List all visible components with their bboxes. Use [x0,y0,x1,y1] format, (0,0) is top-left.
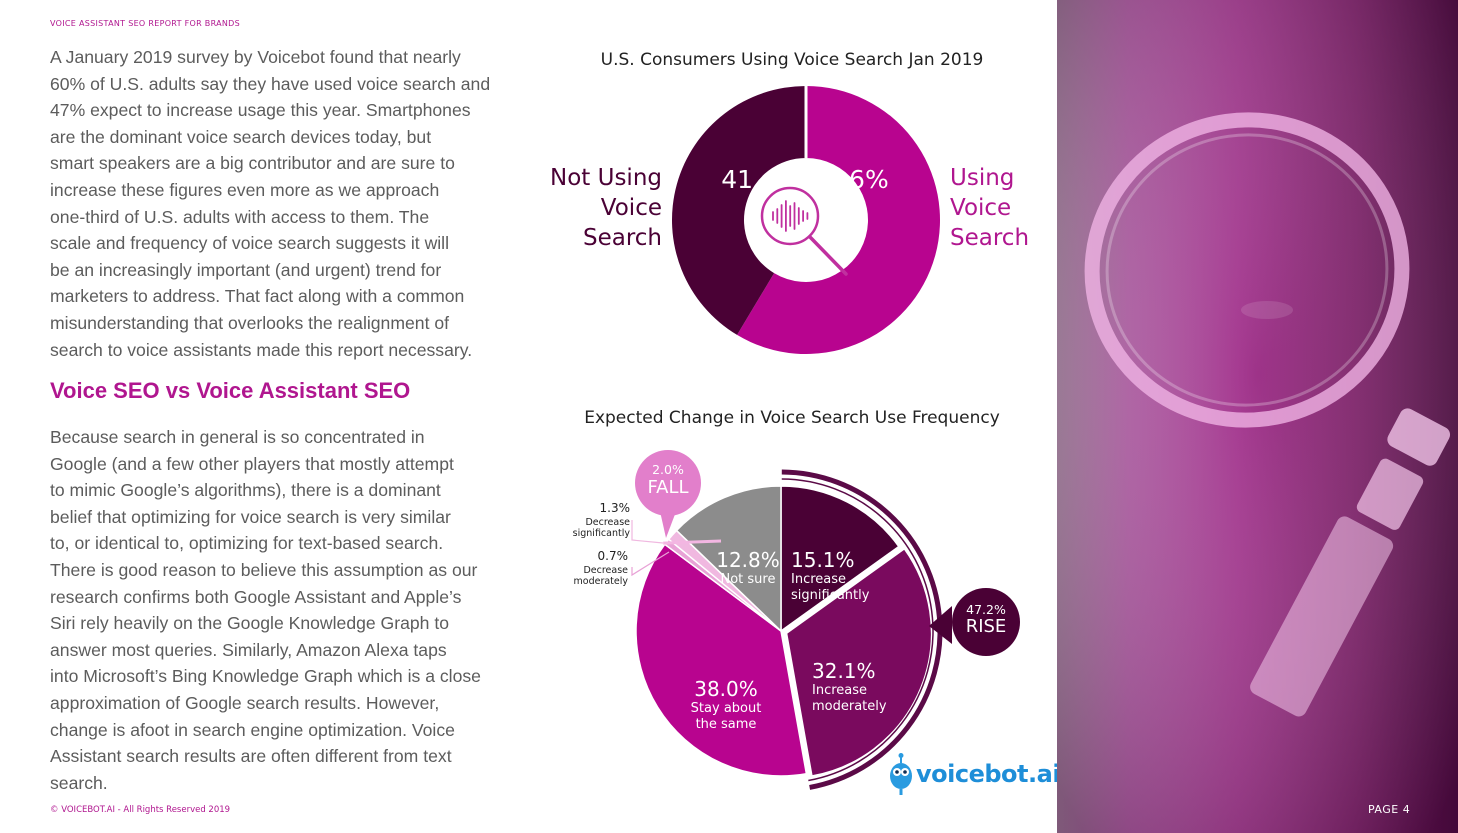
pie-slice [635,543,808,777]
pie-value-label: 32.1% [812,659,876,683]
paragraph-line: belief that optimizing for voice search … [50,506,451,527]
magnifier-photo [1057,0,1458,833]
pie-category-label: the same [696,717,757,732]
pie-category-label: moderately [812,699,887,714]
intro-paragraph: A January 2019 survey by Voicebot found … [50,44,500,363]
paragraph-line: be an increasingly important (and urgent… [50,259,442,280]
paragraph-line: answer most queries. Similarly, Amazon A… [50,639,447,660]
paragraph-line: scale and frequency of voice search sugg… [50,233,449,254]
paragraph-line: 47% expect to increase usage this year. … [50,100,471,121]
paragraph-line: approximation of Google search results. … [50,692,440,713]
logo-wordmark: voicebot.ai [916,760,1061,788]
pie-small-category-label: Decrease [583,565,628,576]
leader-decrease-moderately [631,551,670,577]
pie-value-label: 38.0% [694,677,758,701]
donut-label-using: Voice [950,195,1011,221]
paragraph-line: 60% of U.S. adults say they have used vo… [50,73,491,94]
donut-slice-not-using [671,86,806,335]
donut-value-not-using: 41.4% [721,165,800,194]
donut-label-using: Using [950,165,1014,191]
paragraph-line: Google (and a few other players that mos… [50,453,454,474]
fall-value: 2.0% [652,462,684,477]
fall-leader [663,539,722,545]
rise-label: RISE [966,616,1007,637]
rise-arc-inner [781,478,934,782]
magnifying-glass-icon [1057,0,1458,833]
body-paragraph: Because search in general is so concentr… [50,424,500,796]
paragraph-line: misunderstanding that overlooks the real… [50,312,450,333]
rise-arc-outer [781,469,943,790]
donut-slice-using [737,86,940,354]
charts-svg: U.S. Consumers Using Voice Search Jan 20… [550,50,1029,790]
paragraph-line: search. [50,772,108,793]
pie-small-value-label: 1.3% [600,501,631,515]
pie-slice [675,485,782,633]
paragraph-line: A January 2019 survey by Voicebot found … [50,47,461,67]
paragraph-line: to, or identical to, optimizing for text… [50,533,444,554]
pie-small-category-label: moderately [574,576,629,587]
charts-area: U.S. Consumers Using Voice Search Jan 20… [540,40,1050,825]
pie-small-value-label: 0.7% [598,549,629,563]
paragraph-line: Siri rely heavily on the Google Knowledg… [50,613,450,634]
pie-small-category-label: significantly [573,528,631,539]
paragraph-line: marketers to address. That fact along wi… [50,286,465,307]
rise-callout [929,588,1020,656]
leader-decrease-significantly [631,520,664,544]
paragraph-line: smart speakers are a big contributor and… [50,153,455,174]
paragraph-line: Because search in general is so concentr… [50,427,425,447]
paragraph-line: change is afoot in search engine optimiz… [50,719,455,740]
pie-category-label: significantly [791,588,870,603]
donut-label-using: Search [950,225,1029,251]
voice-search-magnifier-icon [760,186,848,276]
report-header: VOICE ASSISTANT SEO REPORT FOR BRANDS [50,19,241,28]
pie-small-category-label: Decrease [585,517,630,528]
voicebot-logo: voicebot.ai [886,752,1061,796]
copyright-text: © VOICEBOT.AI - All Rights Reserved 2019 [50,805,231,815]
rise-value: 47.2% [966,602,1006,617]
pie-value-label: 12.8% [716,548,780,572]
fall-callout [635,450,701,538]
pie-slice [780,485,900,633]
donut-label-not-using: Voice [601,195,662,221]
chart2-title: Expected Change in Voice Search Use Freq… [584,408,1000,428]
section-subheading: Voice SEO vs Voice Assistant SEO [50,378,411,403]
paragraph-line: research confirms both Google Assistant … [50,586,462,607]
pie-category-label: Increase [791,572,846,587]
robot-mascot-icon [890,753,912,795]
paragraph-line: are the dominant voice search devices to… [50,126,432,147]
paragraph-line: one-third of U.S. adults with access to … [50,206,430,227]
pie-category-label: Not sure [721,572,776,587]
donut-value-using: 58.6% [809,165,888,194]
paragraph-line: to mimic Google’s algorithms), there is … [50,480,441,501]
chart1-title: U.S. Consumers Using Voice Search Jan 20… [601,50,984,70]
paragraph-line: search to voice assistants made this rep… [50,339,473,360]
paragraph-line: into Microsoft’s Bing Knowledge Graph wh… [50,666,481,687]
donut-label-not-using: Search [583,225,662,251]
paragraph-line: There is good reason to believe this ass… [50,559,478,580]
pie-category-label: Increase [812,683,867,698]
paragraph-line: increase these figures even more as we a… [50,179,440,200]
page-number: PAGE 4 [1368,803,1411,816]
pie-value-label: 15.1% [791,548,855,572]
pie-slice [785,547,933,777]
donut-label-not-using: Not Using [550,165,662,191]
paragraph-line: Assistant search results are often diffe… [50,746,452,767]
pie-category-label: Stay about [691,701,762,716]
fall-label: FALL [647,477,688,498]
